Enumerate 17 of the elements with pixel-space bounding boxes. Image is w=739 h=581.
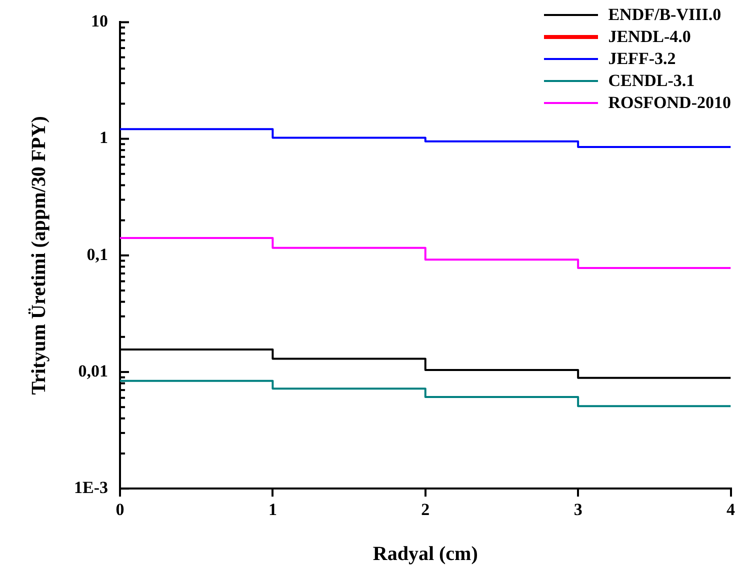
legend-label: JEFF-3.2	[608, 48, 676, 70]
y-tick-label: 0,01	[78, 361, 108, 380]
legend-label: ROSFOND-2010	[608, 92, 731, 114]
y-tick-label: 1E-3	[74, 478, 108, 497]
legend-label: CENDL-3.1	[608, 70, 695, 92]
legend-label: ENDF/B-VIII.0	[608, 4, 722, 26]
x-tick-label: 1	[268, 500, 277, 520]
x-tick-label: 0	[116, 500, 124, 520]
y-tick-label: 1	[100, 128, 108, 148]
x-tick-label: 3	[574, 500, 582, 520]
y-tick-label: 0,1	[86, 244, 108, 264]
x-tick-label: 2	[421, 500, 430, 520]
legend-label: JENDL-4.0	[608, 26, 691, 48]
x-axis-title: Radyal (cm)	[372, 543, 478, 566]
x-tick-label: 4	[726, 500, 736, 520]
y-axis-title: Trityum Üretimi (appm/30 FPY)	[28, 116, 50, 395]
y-tick-label: 10	[91, 12, 108, 31]
